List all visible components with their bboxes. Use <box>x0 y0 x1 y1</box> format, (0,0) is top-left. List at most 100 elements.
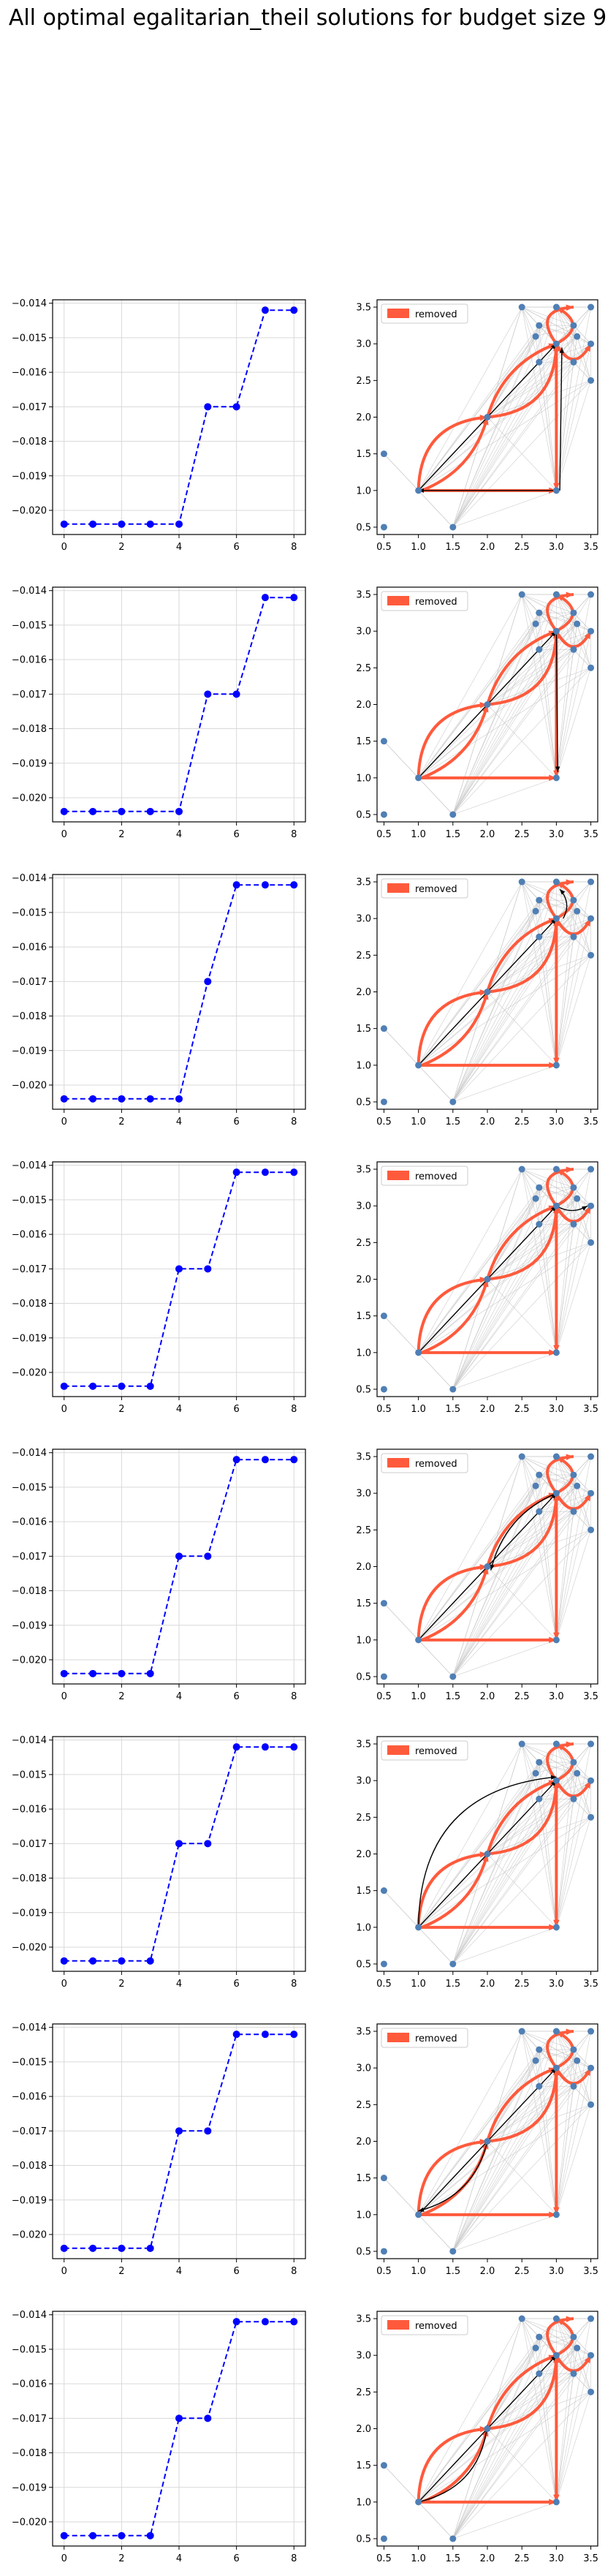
network-edge <box>418 2336 540 2503</box>
network-node <box>536 1759 543 1766</box>
network-edge <box>556 918 591 1065</box>
network-node <box>574 620 581 627</box>
legend: removed <box>381 591 468 611</box>
network-edge <box>556 2068 591 2215</box>
network-edge <box>452 612 574 815</box>
network-edge <box>452 777 557 815</box>
legend-swatch <box>387 883 409 893</box>
y-tick-label: −0.014 <box>12 873 47 884</box>
network-node <box>552 591 560 598</box>
network-edge <box>452 899 574 1103</box>
network-edge <box>452 1927 557 1965</box>
y-tick-label: −0.014 <box>12 298 47 309</box>
x-tick-label: 3.0 <box>549 829 564 840</box>
y-tick-label: −0.020 <box>12 505 47 516</box>
network-edge <box>556 1817 591 1927</box>
y-tick-label: −0.018 <box>12 2448 47 2459</box>
data-point <box>175 1095 183 1103</box>
network-edge <box>539 1224 557 1353</box>
network-edge <box>452 2049 574 2252</box>
network-edge <box>556 1168 577 1199</box>
network-edge <box>418 1187 540 1353</box>
network-edge <box>418 612 540 779</box>
network-edge <box>521 2318 557 2502</box>
network-edge <box>452 1198 577 1390</box>
y-tick-label: −0.015 <box>12 1769 47 1780</box>
legend: removed <box>381 878 468 899</box>
network-node <box>380 1960 387 1968</box>
legend-label: removed <box>415 2321 457 2332</box>
network-node <box>449 2535 457 2542</box>
x-tick-label: 2.5 <box>514 1404 530 1415</box>
edge-arrowhead <box>553 1632 560 1640</box>
data-point <box>89 520 97 528</box>
x-tick-label: 2.0 <box>480 1404 495 1415</box>
y-tick-label: 3.5 <box>356 1165 371 1176</box>
network-edge <box>487 1511 574 1567</box>
x-tick-label: 8 <box>291 542 297 553</box>
legend-swatch <box>387 596 409 605</box>
network-node <box>380 2535 387 2542</box>
network-edge <box>418 1772 536 1928</box>
network-node <box>536 609 543 616</box>
x-tick-label: 6 <box>233 542 239 553</box>
x-tick-label: 2.0 <box>480 2266 495 2277</box>
network-node <box>552 878 560 885</box>
network-edge <box>487 649 574 705</box>
network-edge <box>556 2086 574 2215</box>
network-edge <box>487 2373 574 2429</box>
x-tick-label: 1.0 <box>411 2553 426 2564</box>
x-tick-label: 3.0 <box>549 1691 564 1702</box>
legend-label: removed <box>415 884 457 895</box>
x-tick-label: 0.5 <box>376 1979 392 1990</box>
network-edge <box>418 1168 522 1353</box>
network-edge <box>539 630 591 650</box>
y-tick-label: 3.0 <box>356 627 371 638</box>
y-tick-label: 3.0 <box>356 339 371 350</box>
network-edge <box>556 1780 591 1927</box>
x-tick-label: 0 <box>61 542 67 553</box>
removed-edge <box>486 1492 558 1568</box>
network-node <box>570 322 577 329</box>
network-node <box>518 2028 525 2035</box>
network-edge <box>577 2061 591 2105</box>
x-tick-label: 2.5 <box>514 2266 530 2277</box>
y-tick-label: 2.5 <box>356 663 371 674</box>
network-node <box>484 1563 491 1570</box>
removed-edge <box>486 1779 558 1855</box>
network-node <box>380 811 387 818</box>
network-node <box>380 1098 387 1106</box>
network-node <box>588 1813 595 1821</box>
legend-swatch <box>387 2033 409 2042</box>
x-tick-label: 0.5 <box>376 1691 392 1702</box>
removed-edge <box>421 1278 489 1354</box>
removed-edge <box>421 1565 489 1642</box>
network-node <box>552 2064 560 2071</box>
network-edge <box>577 1486 591 1530</box>
legend: removed <box>381 1166 468 1186</box>
network-node <box>536 1220 543 1228</box>
network-edge <box>556 649 574 778</box>
y-tick-label: 1.5 <box>356 2173 371 2184</box>
network-edge <box>452 1198 536 1390</box>
removed-edge <box>486 1204 558 1280</box>
data-point <box>175 520 183 528</box>
network-node <box>536 1471 543 1478</box>
data-point <box>60 2244 68 2252</box>
data-point <box>261 1743 269 1751</box>
edge-arrowhead <box>490 1564 495 1571</box>
network-edge <box>418 1485 536 1641</box>
x-tick-label: 4 <box>176 1979 182 1990</box>
legend-swatch <box>387 309 409 318</box>
data-point <box>204 2414 212 2422</box>
x-tick-label: 1.5 <box>445 1691 460 1702</box>
data-point <box>146 1382 154 1390</box>
legend: removed <box>381 1740 468 1761</box>
network-edge <box>535 612 574 624</box>
y-tick-label: −0.014 <box>12 1735 47 1746</box>
network-edge <box>539 2067 591 2087</box>
line-chart-panel: 0 2 4 6 8 −0.020 −0.019 −0.018 −0.017 −0.016 −0.01… <box>12 298 306 553</box>
network-node <box>484 989 491 995</box>
removed-edge <box>421 703 489 779</box>
y-tick-label: 2.0 <box>356 2424 371 2435</box>
